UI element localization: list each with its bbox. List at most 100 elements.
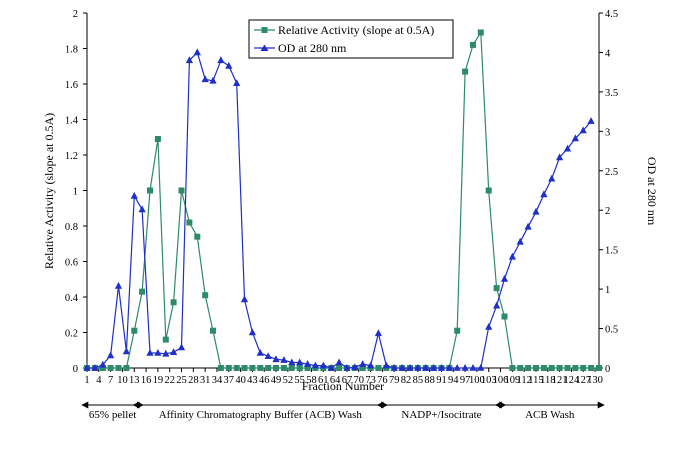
x-tick-label: 103 [481,375,497,386]
od-point [524,222,532,230]
od-point [114,282,123,289]
od-point [272,355,280,363]
activity-point [280,365,287,371]
activity-point [588,365,595,371]
od-point [304,360,312,367]
activity-point [296,365,303,371]
activity-point [257,365,264,371]
od-point [548,174,556,182]
od-point [177,343,186,351]
activity-point [178,187,185,194]
y2-tick-label: 0.5 [605,325,618,336]
od-point [351,363,359,370]
y-tick-label: 1.8 [65,45,78,56]
od-point [343,364,351,371]
od-point [193,48,201,56]
legend-box [248,19,454,59]
y2-tick-label: 1 [605,285,610,296]
x-tick-label: 46 [259,375,270,386]
od-point [461,364,469,371]
od-point [122,347,130,355]
y-tick-label: 1.6 [65,80,78,91]
od-point [83,364,91,371]
x-tick-label: 37 [224,375,235,386]
x-tick-label: 67 [342,375,353,386]
od-point [453,364,461,371]
activity-point [501,313,508,320]
y-tick-label: 1.4 [65,116,79,127]
activity-point [131,327,138,334]
x-tick-label: 97 [460,375,471,386]
activity-point [202,292,209,299]
od-point [225,61,233,69]
x-tick-label: 124 [564,375,581,386]
segment-label: NADP+/Isocitrate [401,409,481,421]
od-point [146,349,154,356]
od-point [248,328,256,336]
od-point [430,364,438,371]
y-tick-label: 0.8 [65,222,78,233]
x-tick-label: 76 [377,375,388,386]
od-point [493,301,501,309]
od-point [579,126,587,134]
od-point [91,364,99,371]
x-tick-label: 130 [587,375,603,386]
x-tick-label: 31 [200,375,211,386]
od-point [437,364,446,371]
x-tick-label: 40 [235,375,246,386]
activity-point [147,187,153,194]
activity-point [186,219,193,226]
od-point [327,364,335,371]
x-tick-label: 22 [164,375,175,386]
activity-point [548,365,555,371]
x-tick-label: 28 [188,375,199,386]
od-point [556,153,564,161]
x-tick-label: 109 [504,375,520,386]
activity-point [241,365,248,371]
series-line-od [87,51,592,369]
x-tick-label: 79 [389,375,400,386]
activity-point [454,327,461,334]
od-point [319,361,327,369]
y2-tick-label: 0 [605,364,610,375]
x-tick-label: 118 [540,375,555,386]
activity-point [139,288,146,295]
od-point [256,349,264,356]
od-point [422,364,430,371]
x-tick-label: 34 [212,375,223,386]
y2-tick-label: 4 [605,48,611,59]
od-point [469,364,477,371]
x-tick-label: 16 [141,375,152,386]
od-point [359,360,367,367]
activity-point [556,365,563,371]
x-axis-title: Fraction Number [302,379,384,393]
od-point [138,205,146,213]
od-point [217,56,225,64]
activity-point [273,365,279,371]
y-tick-label: 0 [73,364,78,375]
y-tick-label: 1 [73,187,78,198]
x-tick-label: 58 [306,375,317,386]
x-tick-label: 88 [424,375,435,386]
y-tick-label: 1.2 [65,151,78,162]
activity-point [194,233,201,240]
y2-tick-label: 3.5 [605,88,618,99]
x-tick-label: 25 [176,375,187,386]
x-tick-label: 112 [516,375,531,386]
y-tick-label: 0.6 [65,258,78,269]
od-point [516,237,524,245]
od-point [587,117,595,124]
series-area [83,29,602,371]
x-tick-label: 85 [413,375,424,386]
activity-point [304,365,311,371]
od-point [563,144,572,152]
x-tick-label: 94 [448,375,459,386]
activity-point [509,365,516,371]
axes: 0 0.2 0.4 0.6 0.8 1 1.2 1.4 1.6 1.8 2 0 0.5 1 1.5 2 2.5 3… [65,9,618,386]
activity-point [525,365,532,371]
x-tick-label: 19 [153,375,164,386]
od-point [390,364,398,371]
od-point [185,56,193,64]
x-tick-label: 1 [84,375,89,386]
